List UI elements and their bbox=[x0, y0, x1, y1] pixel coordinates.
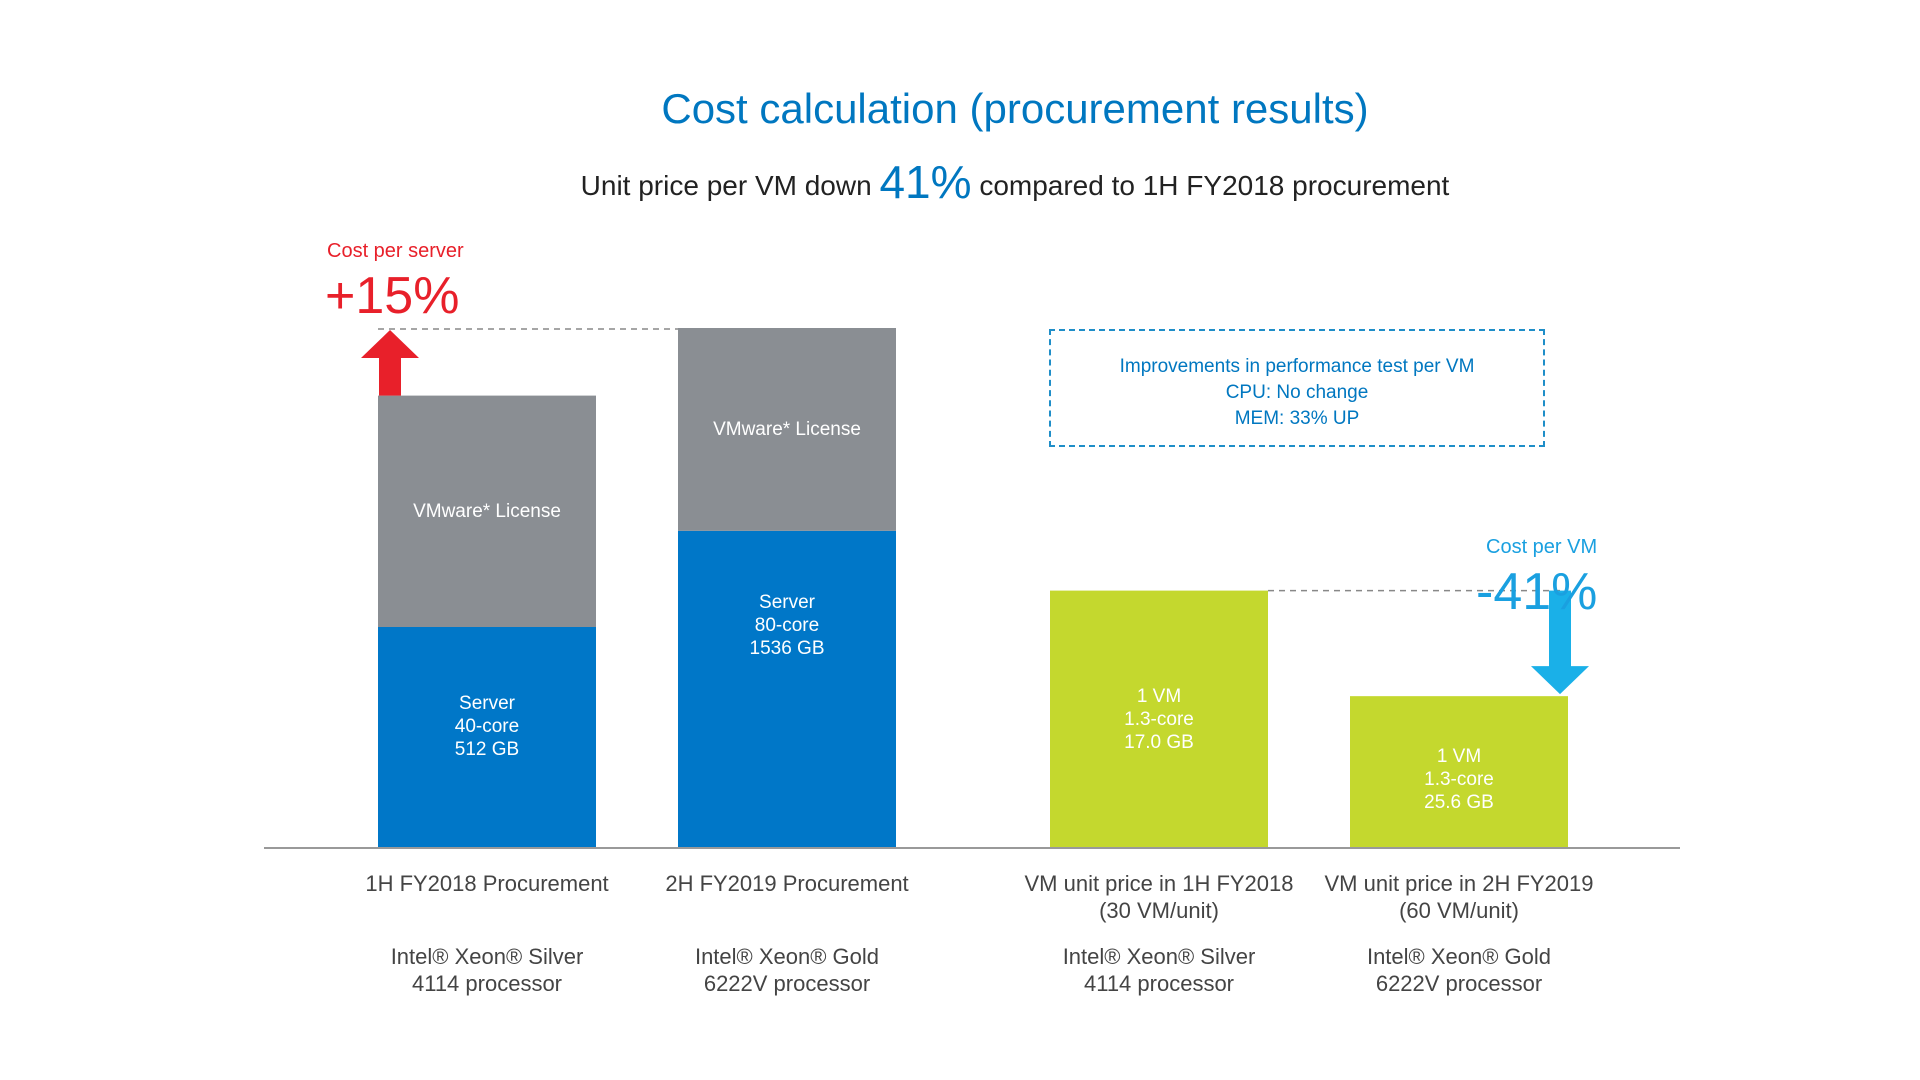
subtitle-post: compared to 1H FY2018 procurement bbox=[979, 170, 1450, 201]
category-label: 2H FY2019 Procurement bbox=[627, 870, 947, 897]
bar-segment-label-line: 40-core bbox=[454, 715, 520, 737]
bar-segment-label-line: Server bbox=[459, 692, 515, 714]
processor-label-line: Intel® Xeon® Gold bbox=[1366, 944, 1552, 969]
category-label-line: (30 VM/unit) bbox=[1099, 898, 1219, 923]
category-label-line: VM unit price in 1H FY2018 bbox=[1024, 871, 1294, 896]
processor-label-line: 4114 processor bbox=[1083, 971, 1234, 996]
bar-segment-label: Server 40-core 512 GB bbox=[378, 692, 596, 761]
vm-cost-label: Cost per VM bbox=[1486, 536, 1598, 558]
server-cost-value: +15% bbox=[325, 267, 460, 325]
down-arrow-shaft bbox=[1549, 590, 1571, 669]
bar-segment-vmware-license bbox=[678, 328, 896, 531]
down-arrow-head bbox=[1531, 666, 1589, 695]
note-line: CPU: No change bbox=[1225, 382, 1369, 403]
bar-segment-label: VMware* License bbox=[378, 500, 596, 523]
note-line: Improvements in performance test per VM bbox=[1119, 356, 1475, 377]
bar-segment-label-line: 1 VM bbox=[1136, 685, 1182, 707]
category-label-line: (60 VM/unit) bbox=[1399, 898, 1519, 923]
note-line: MEM: 33% UP bbox=[1234, 408, 1360, 429]
processor-label: Intel® Xeon® Silver 4114 processor bbox=[999, 943, 1319, 997]
bar-segment-label: 1 VM 1.3-core 17.0 GB bbox=[1050, 685, 1268, 754]
bar-segment-label-line: 1.3-core bbox=[1124, 708, 1194, 730]
up-arrow-head bbox=[361, 330, 419, 358]
processor-label-line: 6222V processor bbox=[1375, 971, 1543, 996]
bar-segment-label-line: 1536 GB bbox=[749, 638, 825, 660]
bar-segment-label-line: 1.3-core bbox=[1424, 769, 1494, 791]
processor-label-line: 4114 processor bbox=[411, 971, 562, 996]
chart-title: Cost calculation (procurement results) bbox=[661, 85, 1369, 132]
bar-segment-label-line: Server bbox=[759, 592, 815, 614]
processor-label: Intel® Xeon® Gold 6222V processor bbox=[627, 943, 947, 997]
server-cost-label: Cost per server bbox=[327, 240, 464, 262]
bar-segment-server bbox=[678, 530, 896, 848]
bar-segment-label-line: 512 GB bbox=[454, 738, 520, 760]
category-label: VM unit price in 2H FY2019 (60 VM/unit) bbox=[1299, 870, 1619, 924]
performance-note-box: Improvements in performance test per VM … bbox=[1049, 329, 1545, 447]
bar-segment-label: VMware* License bbox=[678, 418, 896, 441]
processor-label: Intel® Xeon® Silver 4114 processor bbox=[327, 943, 647, 997]
up-arrow-shaft bbox=[379, 356, 401, 396]
category-label-line: 2H FY2019 Procurement bbox=[665, 871, 909, 896]
processor-label-line: Intel® Xeon® Silver bbox=[1062, 944, 1256, 969]
processor-label-line: Intel® Xeon® Gold bbox=[694, 944, 880, 969]
bar-segment-vm bbox=[1050, 590, 1268, 848]
processor-label-line: Intel® Xeon® Silver bbox=[390, 944, 584, 969]
vm-cost-value: -41% bbox=[1476, 563, 1598, 621]
bar-segment-label: Server 80-core 1536 GB bbox=[678, 591, 896, 660]
bar-segment-label-line: VMware* License bbox=[413, 500, 561, 522]
category-label: VM unit price in 1H FY2018 (30 VM/unit) bbox=[999, 870, 1319, 924]
bar-segment-server bbox=[378, 627, 596, 848]
bar-segment-vm bbox=[1350, 696, 1568, 848]
subtitle-percent: 41% bbox=[879, 156, 972, 208]
bar-segment-label-line: VMware* License bbox=[713, 418, 861, 440]
category-label: 1H FY2018 Procurement bbox=[327, 870, 647, 897]
bar-segment-vmware-license bbox=[378, 395, 596, 627]
bar-segment-label: 1 VM 1.3-core 25.6 GB bbox=[1350, 745, 1568, 814]
bar-segment-label-line: 17.0 GB bbox=[1124, 731, 1194, 753]
bar-segment-label-line: 80-core bbox=[754, 615, 820, 637]
subtitle-pre: Unit price per VM down bbox=[580, 170, 872, 201]
category-label-line: 1H FY2018 Procurement bbox=[365, 871, 609, 896]
processor-label-line: 6222V processor bbox=[703, 971, 871, 996]
category-label-line: VM unit price in 2H FY2019 bbox=[1324, 871, 1594, 896]
bar-segment-label-line: 1 VM bbox=[1436, 746, 1482, 768]
chart-subtitle: Unit price per VM down 41% compared to 1… bbox=[0, 155, 1920, 209]
bar-segment-label-line: 25.6 GB bbox=[1424, 792, 1494, 814]
processor-label: Intel® Xeon® Gold 6222V processor bbox=[1299, 943, 1619, 997]
